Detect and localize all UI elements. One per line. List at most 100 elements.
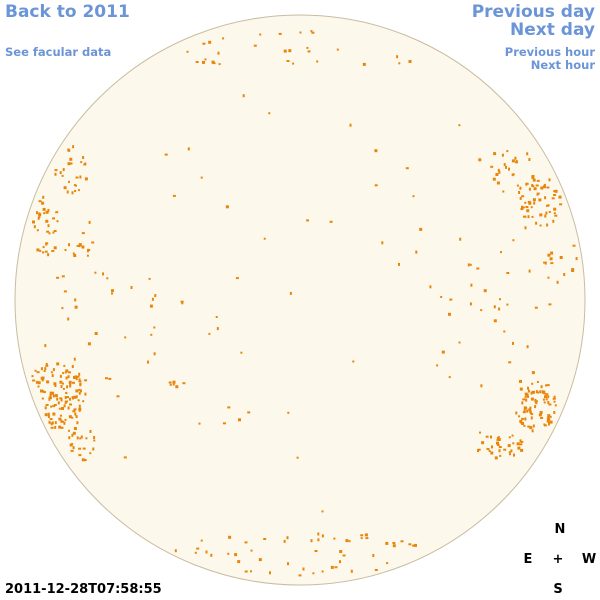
facula-spot — [544, 395, 547, 399]
facula-spot — [480, 384, 483, 388]
facula-spot — [536, 193, 539, 196]
facula-spot — [494, 456, 498, 460]
facula-spot — [53, 412, 55, 415]
facula-spot — [543, 261, 547, 264]
facula-spot — [360, 537, 363, 540]
facula-spot — [84, 162, 87, 166]
facula-spot — [546, 420, 550, 423]
facula-spot — [535, 402, 538, 405]
facula-spot — [240, 351, 243, 354]
facula-spot — [534, 398, 537, 402]
facula-spot — [559, 203, 563, 206]
facula-spot — [53, 230, 57, 232]
facula-spot — [74, 305, 78, 309]
facula-spot — [502, 190, 505, 193]
facula-spot — [59, 397, 63, 400]
facula-spot — [61, 275, 65, 278]
facula-spot — [66, 385, 69, 389]
facula-spot — [52, 368, 55, 372]
facula-spot — [78, 243, 82, 247]
facula-spot — [238, 418, 241, 422]
facula-spot — [539, 224, 542, 227]
facula-spot — [543, 183, 546, 186]
facula-spot — [44, 413, 48, 417]
facula-spot — [64, 396, 67, 399]
facula-spot — [63, 364, 66, 367]
facula-spot — [512, 341, 514, 345]
facula-spot — [526, 209, 530, 213]
facula-spot — [36, 248, 40, 252]
facula-spot — [84, 392, 87, 396]
facula-spot — [182, 382, 186, 385]
facula-spot — [60, 414, 62, 417]
facula-spot — [553, 207, 557, 211]
facula-spot — [520, 208, 524, 211]
facula-spot — [549, 420, 553, 424]
facula-spot — [412, 544, 416, 547]
next-day-link[interactable]: Next day — [510, 20, 595, 40]
facula-spot — [78, 407, 82, 411]
facula-spot — [408, 60, 412, 63]
facula-spot — [549, 257, 553, 261]
facula-spot — [480, 309, 483, 312]
previous-hour-link[interactable]: Previous hour — [504, 45, 595, 59]
facula-spot — [81, 458, 85, 462]
facula-spot — [42, 195, 45, 199]
facula-spot — [286, 60, 290, 62]
facula-spot — [521, 422, 525, 425]
facula-spot — [553, 411, 556, 414]
facula-spot — [522, 206, 525, 209]
facula-spot — [496, 438, 499, 441]
facula-spot — [59, 380, 63, 384]
facula-spot — [52, 394, 55, 398]
previous-day-link[interactable]: Previous day — [471, 2, 595, 22]
see-facular-data-link[interactable]: See facular data — [5, 45, 112, 59]
back-to-year-link[interactable]: Back to 2011 — [5, 2, 130, 22]
facula-spot — [67, 317, 70, 321]
facula-spot — [174, 549, 177, 553]
facula-spot — [263, 538, 267, 540]
facula-spot — [42, 391, 46, 393]
facula-spot — [64, 371, 67, 374]
facula-spot — [68, 243, 70, 247]
facula-spot — [550, 262, 554, 265]
facula-spot — [531, 215, 534, 218]
facula-spot — [540, 417, 544, 419]
facula-spot — [50, 371, 53, 374]
facula-spot — [80, 435, 83, 439]
facula-spot — [511, 174, 514, 177]
next-hour-link[interactable]: Next hour — [530, 58, 595, 72]
facula-spot — [71, 191, 74, 195]
facula-spot — [546, 384, 550, 387]
facula-spot — [512, 239, 515, 242]
facula-spot — [532, 198, 536, 202]
facula-spot — [78, 372, 81, 376]
facula-spot — [88, 249, 91, 251]
facula-spot — [49, 394, 52, 398]
facula-spot — [532, 185, 535, 188]
facula-spot — [54, 169, 58, 172]
facula-spot — [77, 189, 80, 192]
facula-spot — [554, 404, 557, 407]
facula-spot — [34, 369, 37, 372]
facula-spot — [505, 165, 507, 169]
facula-spot — [543, 185, 546, 189]
facula-spot — [65, 391, 68, 394]
facula-spot — [51, 374, 54, 378]
facula-spot — [469, 302, 472, 306]
facula-spot — [54, 384, 57, 387]
facula-spot — [553, 194, 557, 196]
facula-spot — [299, 31, 302, 34]
compass-south: S — [553, 582, 563, 597]
facula-spot — [314, 550, 318, 552]
facula-spot — [392, 544, 396, 548]
facula-spot — [69, 443, 73, 447]
facula-spot — [289, 291, 292, 295]
facula-spot — [381, 241, 384, 245]
facula-spot — [520, 448, 524, 452]
facula-spot — [71, 433, 74, 437]
facula-spot — [547, 204, 550, 207]
facula-spot — [490, 451, 494, 455]
facula-spot — [41, 397, 44, 400]
